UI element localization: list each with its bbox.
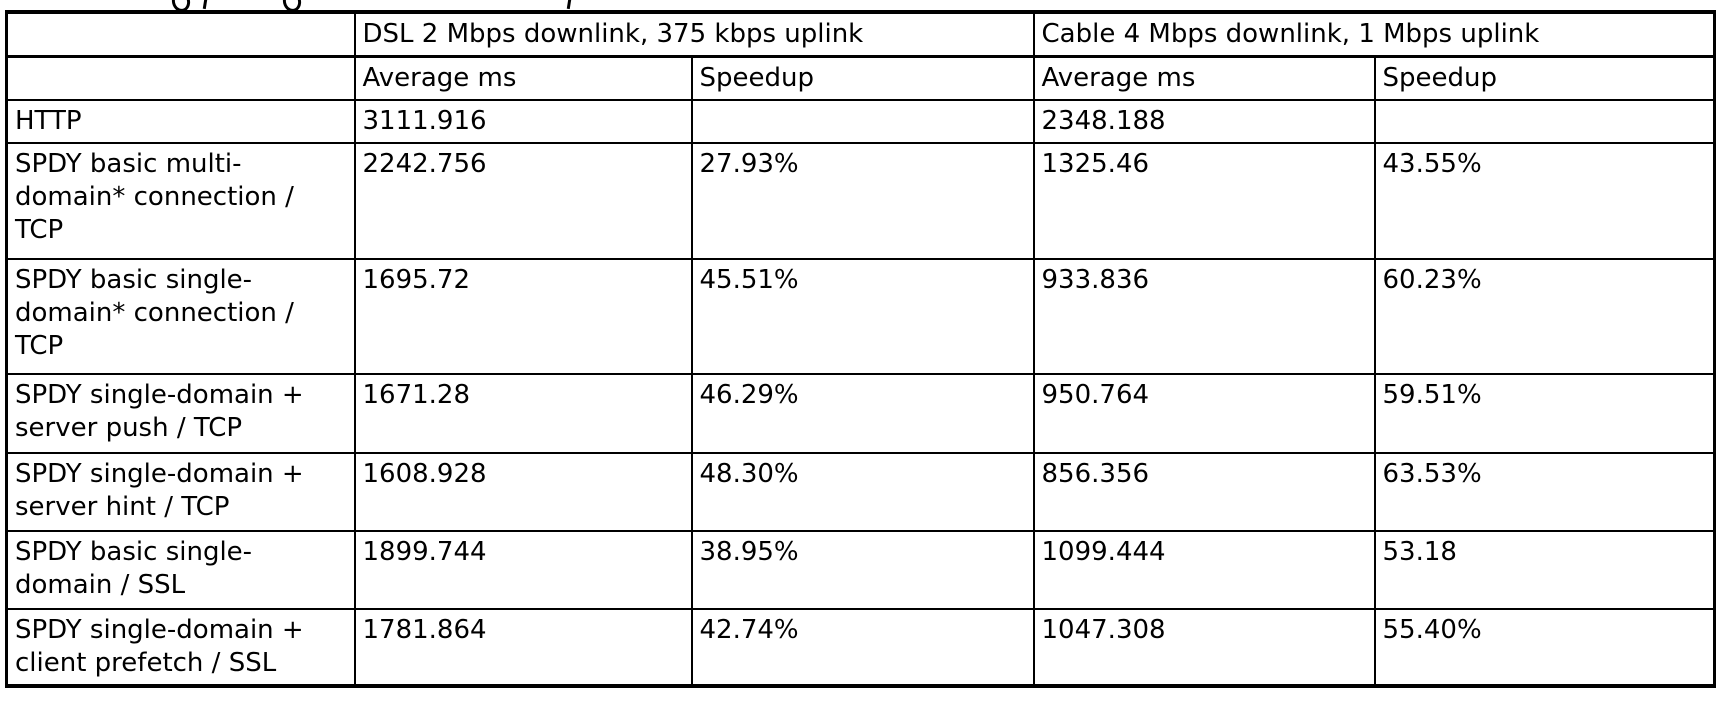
row-label: SPDY basic single-domain / SSL	[5, 530, 356, 610]
cable-speedup-cell: 63.53%	[1373, 452, 1716, 532]
dsl-average-ms-cell: 3111.916	[353, 99, 693, 144]
table-row: SPDY single-domain + client prefetch / S…	[5, 608, 1716, 687]
dsl-average-ms-cell: 1671.28	[353, 373, 693, 454]
dsl-speedup-cell: 42.74%	[690, 608, 1035, 687]
cable-average-ms-cell: 1325.46	[1032, 142, 1376, 260]
dsl-speedup-cell: 45.51%	[690, 258, 1035, 375]
dsl-speedup-cell: 38.95%	[690, 530, 1035, 610]
table-row: SPDY single-domain + server push / TCP 16…	[5, 373, 1716, 454]
cable-average-ms-cell: 1099.444	[1032, 530, 1376, 610]
dsl-speedup-cell: 27.93%	[690, 142, 1035, 260]
caption-descender-mark	[566, 0, 573, 10]
row-label: SPDY single-domain + client prefetch / S…	[5, 608, 356, 687]
cable-average-ms-cell: 950.764	[1032, 373, 1376, 454]
corner-cell	[5, 55, 356, 101]
caption-descender-mark	[169, 0, 193, 10]
cable-speedup-cell: 59.51%	[1373, 373, 1716, 454]
cable-average-ms-cell: 1047.308	[1032, 608, 1376, 687]
caption-descender-mark	[202, 0, 209, 10]
dsl-average-ms-header: Average ms	[353, 55, 693, 101]
network-header-row: DSL 2 Mbps downlink, 375 kbps uplink Cab…	[5, 11, 1716, 58]
dsl-speedup-cell	[690, 99, 1035, 144]
cable-group-header: Cable 4 Mbps downlink, 1 Mbps uplink	[1032, 11, 1716, 58]
dsl-average-ms-cell: 1608.928	[353, 452, 693, 532]
dsl-speedup-header: Speedup	[690, 55, 1035, 101]
cable-speedup-cell: 53.18	[1373, 530, 1716, 610]
row-label: SPDY basic single-domain* connection / T…	[5, 258, 356, 375]
metric-header-row: Average ms Speedup Average ms Speedup	[5, 55, 1716, 101]
dsl-average-ms-cell: 1695.72	[353, 258, 693, 375]
table-row: SPDY basic single-domain* connection / T…	[5, 258, 1716, 375]
cable-speedup-cell: 55.40%	[1373, 608, 1716, 687]
cable-average-ms-cell: 856.356	[1032, 452, 1376, 532]
table-body: HTTP 3111.916 2348.188 SPDY basic multi-dom…	[5, 99, 1716, 687]
row-label: HTTP	[5, 99, 356, 144]
table-row: SPDY single-domain + server hint / TCP 16…	[5, 452, 1716, 532]
cable-average-ms-cell: 933.836	[1032, 258, 1376, 375]
caption-descender-mark	[280, 0, 304, 10]
cable-speedup-cell	[1373, 99, 1716, 144]
row-label: SPDY single-domain + server hint / TCP	[5, 452, 356, 532]
dsl-average-ms-cell: 1781.864	[353, 608, 693, 687]
cropped-caption	[0, 0, 1720, 10]
cable-speedup-header: Speedup	[1373, 55, 1716, 101]
table-row: SPDY basic multi-domain* connection / TC…	[5, 142, 1716, 260]
cable-average-ms-cell: 2348.188	[1032, 99, 1376, 144]
cable-speedup-cell: 43.55%	[1373, 142, 1716, 260]
dsl-speedup-cell: 48.30%	[690, 452, 1035, 532]
table-row: SPDY basic single-domain / SSL 1899.744 38…	[5, 530, 1716, 610]
row-label: SPDY basic multi-domain* connection / TC…	[5, 142, 356, 260]
cable-average-ms-header: Average ms	[1032, 55, 1376, 101]
spdy-results-table: DSL 2 Mbps downlink, 375 kbps uplink Cab…	[5, 10, 1717, 688]
dsl-group-header: DSL 2 Mbps downlink, 375 kbps uplink	[353, 11, 1035, 58]
dsl-average-ms-cell: 1899.744	[353, 530, 693, 610]
corner-cell	[5, 11, 356, 58]
row-label: SPDY single-domain + server push / TCP	[5, 373, 356, 454]
cable-speedup-cell: 60.23%	[1373, 258, 1716, 375]
table-row: HTTP 3111.916 2348.188	[5, 99, 1716, 144]
dsl-average-ms-cell: 2242.756	[353, 142, 693, 260]
dsl-speedup-cell: 46.29%	[690, 373, 1035, 454]
